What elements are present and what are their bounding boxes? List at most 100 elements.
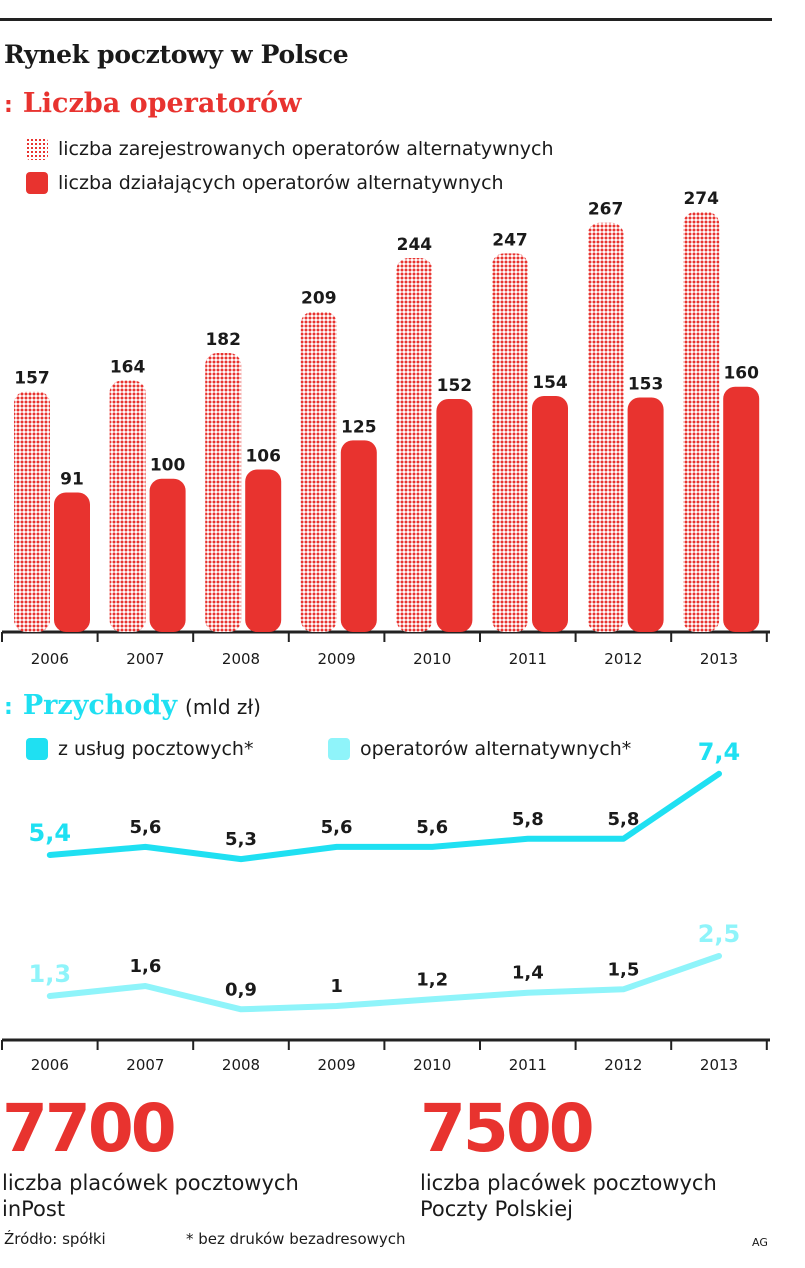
legend-swatch-dotted <box>26 138 48 160</box>
line-postal-label: 5,6 <box>321 817 353 838</box>
stat-inpost-caption-line2: inPost <box>2 1197 66 1222</box>
bar-registered <box>205 353 242 632</box>
bar-active <box>340 440 377 632</box>
line-alternative-label: 1,4 <box>512 963 544 984</box>
legend-label-postal: z usług pocztowych* <box>58 738 254 760</box>
bar-active <box>627 397 664 632</box>
stat-inpost-number: 7700 <box>2 1090 177 1167</box>
bar-registered-label: 182 <box>205 330 241 350</box>
section-revenue-heading: Przychody <box>22 690 178 721</box>
stat-inpost-caption-line1: liczba placówek pocztowych <box>2 1171 299 1195</box>
legend-swatch-cyan <box>26 738 48 760</box>
bar-registered-label: 274 <box>683 189 719 209</box>
footer-credit: AG <box>752 1236 768 1249</box>
operators-bar-chart: 2006 157 91 2007 164 100 2008 182 106 2009 209 125 2… <box>1 189 770 668</box>
legend-swatch-lightcyan <box>328 738 350 760</box>
bar-active-label: 106 <box>245 447 281 467</box>
stat-poczta-caption-line1: liczba placówek pocztowych <box>420 1171 717 1195</box>
bar-registered <box>109 380 146 632</box>
bar-active <box>54 492 90 632</box>
x-tick-label: 2006 <box>31 650 69 668</box>
bar-registered <box>396 257 433 632</box>
bar-registered-label: 164 <box>110 358 146 378</box>
bar-registered <box>14 391 50 632</box>
line-alternative-label: 1,2 <box>416 969 448 990</box>
stat-inpost: 7700 liczba placówek pocztowych inPost <box>2 1096 299 1223</box>
x-tick-label: 2010 <box>413 650 451 668</box>
x-tick-label: 2011 <box>509 1056 547 1074</box>
top-rule <box>0 18 772 21</box>
x-tick-label: 2006 <box>31 1056 69 1074</box>
section-operators-heading: Liczba operatorów <box>22 88 302 119</box>
line-postal-label: 5,6 <box>416 817 448 838</box>
revenue-line-chart: 2006 2007 2008 2009 2010 2011 2012 2013 5,4 5,6 5,… <box>1 738 770 1074</box>
line-postal-label: 5,8 <box>607 809 639 830</box>
bar-registered-label: 157 <box>14 368 50 388</box>
bar-active <box>245 469 282 632</box>
stat-poczta-number: 7500 <box>420 1090 595 1167</box>
bar-active-label: 154 <box>532 373 568 393</box>
footer-note: * bez druków bezadresowych <box>186 1230 406 1248</box>
stat-poczta-caption: liczba placówek pocztowych Poczty Polski… <box>420 1170 717 1223</box>
line-postal-label: 5,8 <box>512 809 544 830</box>
bar-active-label: 100 <box>150 456 186 476</box>
bar-registered <box>300 311 337 632</box>
x-tick-label: 2008 <box>222 1056 260 1074</box>
stat-poczta-polska: 7500 liczba placówek pocztowych Poczty P… <box>420 1096 717 1223</box>
line-postal-label: 5,3 <box>225 829 257 850</box>
x-tick-label: 2012 <box>604 650 642 668</box>
bar-active-label: 91 <box>60 470 84 490</box>
x-tick-label: 2008 <box>222 650 260 668</box>
x-tick-label: 2011 <box>509 650 547 668</box>
legend-label-alternative: operatorów alternatywnych* <box>360 738 632 760</box>
section-revenue-title: : Przychody (mld zł) <box>4 690 261 721</box>
bar-registered-label: 244 <box>397 235 433 255</box>
x-tick-label: 2012 <box>604 1056 642 1074</box>
bar-registered <box>492 253 528 633</box>
bar-registered-label: 209 <box>301 289 337 309</box>
line-alternative-label: 2,5 <box>698 920 741 948</box>
footer-source: Źródło: spółki <box>4 1230 106 1248</box>
bar-registered-label: 247 <box>492 230 528 250</box>
x-tick-label: 2009 <box>318 1056 356 1074</box>
x-tick-label: 2010 <box>413 1056 451 1074</box>
bar-registered <box>587 222 624 632</box>
bar-active-label: 125 <box>341 417 377 437</box>
line-alternative-label: 1,3 <box>29 960 72 988</box>
page-title: Rynek pocztowy w Polsce <box>4 40 349 69</box>
legend-item-active: liczba działających operatorów alternaty… <box>26 172 504 194</box>
legend-swatch-solid <box>26 172 48 194</box>
bar-active-label: 160 <box>723 364 759 384</box>
bar-active-label: 153 <box>628 374 664 394</box>
line-postal <box>46 770 722 863</box>
section-marker: : <box>4 695 13 720</box>
section-marker: : <box>4 93 13 118</box>
stat-poczta-caption-line2: Poczty Polskiej <box>420 1197 573 1222</box>
line-postal-label: 5,6 <box>129 817 161 838</box>
line-alternative-label: 1,6 <box>129 956 161 977</box>
line-postal-label: 7,4 <box>698 738 741 766</box>
line-postal-label: 5,4 <box>29 819 72 847</box>
bar-registered-label: 267 <box>588 200 624 220</box>
legend-label-registered: liczba zarejestrowanych operatorów alter… <box>58 138 554 160</box>
x-tick-label: 2007 <box>126 650 164 668</box>
legend-item-alternative: operatorów alternatywnych* <box>328 738 631 760</box>
bar-registered <box>683 212 720 632</box>
legend-item-registered: liczba zarejestrowanych operatorów alter… <box>26 138 553 160</box>
x-tick-label: 2013 <box>700 650 738 668</box>
bar-active <box>723 386 760 632</box>
stat-inpost-caption: liczba placówek pocztowych inPost <box>2 1170 299 1223</box>
line-alternative <box>46 953 722 1013</box>
line-alternative-label: 0,9 <box>225 979 257 1000</box>
bar-active <box>532 395 568 632</box>
line-alternative-label: 1 <box>330 976 343 997</box>
x-tick-label: 2009 <box>318 650 356 668</box>
revenue-unit: (mld zł) <box>185 695 261 719</box>
legend-item-postal: z usług pocztowych* <box>26 738 253 760</box>
legend-label-active: liczba działających operatorów alternaty… <box>58 172 504 194</box>
bar-active-label: 152 <box>437 376 473 396</box>
line-alternative-label: 1,5 <box>607 959 639 980</box>
section-operators-title: : Liczba operatorów <box>4 88 301 119</box>
x-tick-label: 2013 <box>700 1056 738 1074</box>
x-tick-label: 2007 <box>126 1056 164 1074</box>
